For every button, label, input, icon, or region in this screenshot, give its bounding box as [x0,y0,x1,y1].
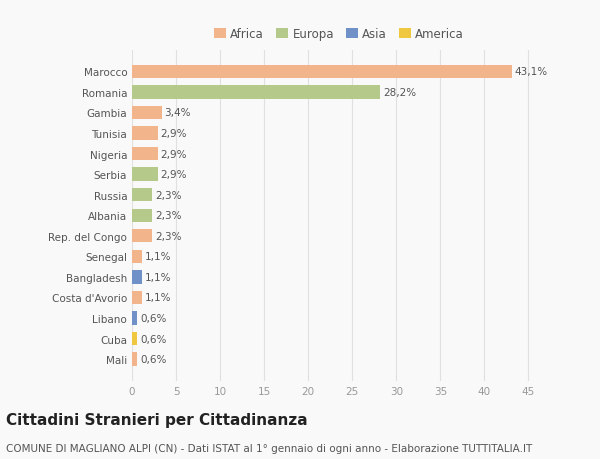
Bar [132,250,142,263]
Text: 0,6%: 0,6% [140,313,166,323]
Bar [132,106,162,120]
Text: COMUNE DI MAGLIANO ALPI (CN) - Dati ISTAT al 1° gennaio di ogni anno - Elaborazi: COMUNE DI MAGLIANO ALPI (CN) - Dati ISTA… [6,443,532,453]
Text: 0,6%: 0,6% [140,354,166,364]
Bar [132,291,142,304]
Text: 1,1%: 1,1% [145,252,171,262]
Text: 28,2%: 28,2% [383,88,416,98]
Text: 43,1%: 43,1% [514,67,547,77]
Text: 0,6%: 0,6% [140,334,166,344]
Bar [132,271,142,284]
Text: 1,1%: 1,1% [145,272,171,282]
Text: 2,9%: 2,9% [160,170,187,180]
Bar [132,230,152,243]
Bar [132,147,158,161]
Text: 3,4%: 3,4% [164,108,191,118]
Bar [132,86,380,99]
Text: 2,9%: 2,9% [160,149,187,159]
Text: Cittadini Stranieri per Cittadinanza: Cittadini Stranieri per Cittadinanza [6,413,308,428]
Bar [132,209,152,223]
Text: 1,1%: 1,1% [145,293,171,303]
Bar [132,332,137,346]
Bar [132,189,152,202]
Bar [132,127,158,140]
Text: 2,9%: 2,9% [160,129,187,139]
Text: 2,3%: 2,3% [155,211,181,221]
Bar [132,168,158,181]
Legend: Africa, Europa, Asia, America: Africa, Europa, Asia, America [209,23,469,46]
Text: 2,3%: 2,3% [155,190,181,200]
Text: 2,3%: 2,3% [155,231,181,241]
Bar [132,66,512,79]
Bar [132,353,137,366]
Bar [132,312,137,325]
